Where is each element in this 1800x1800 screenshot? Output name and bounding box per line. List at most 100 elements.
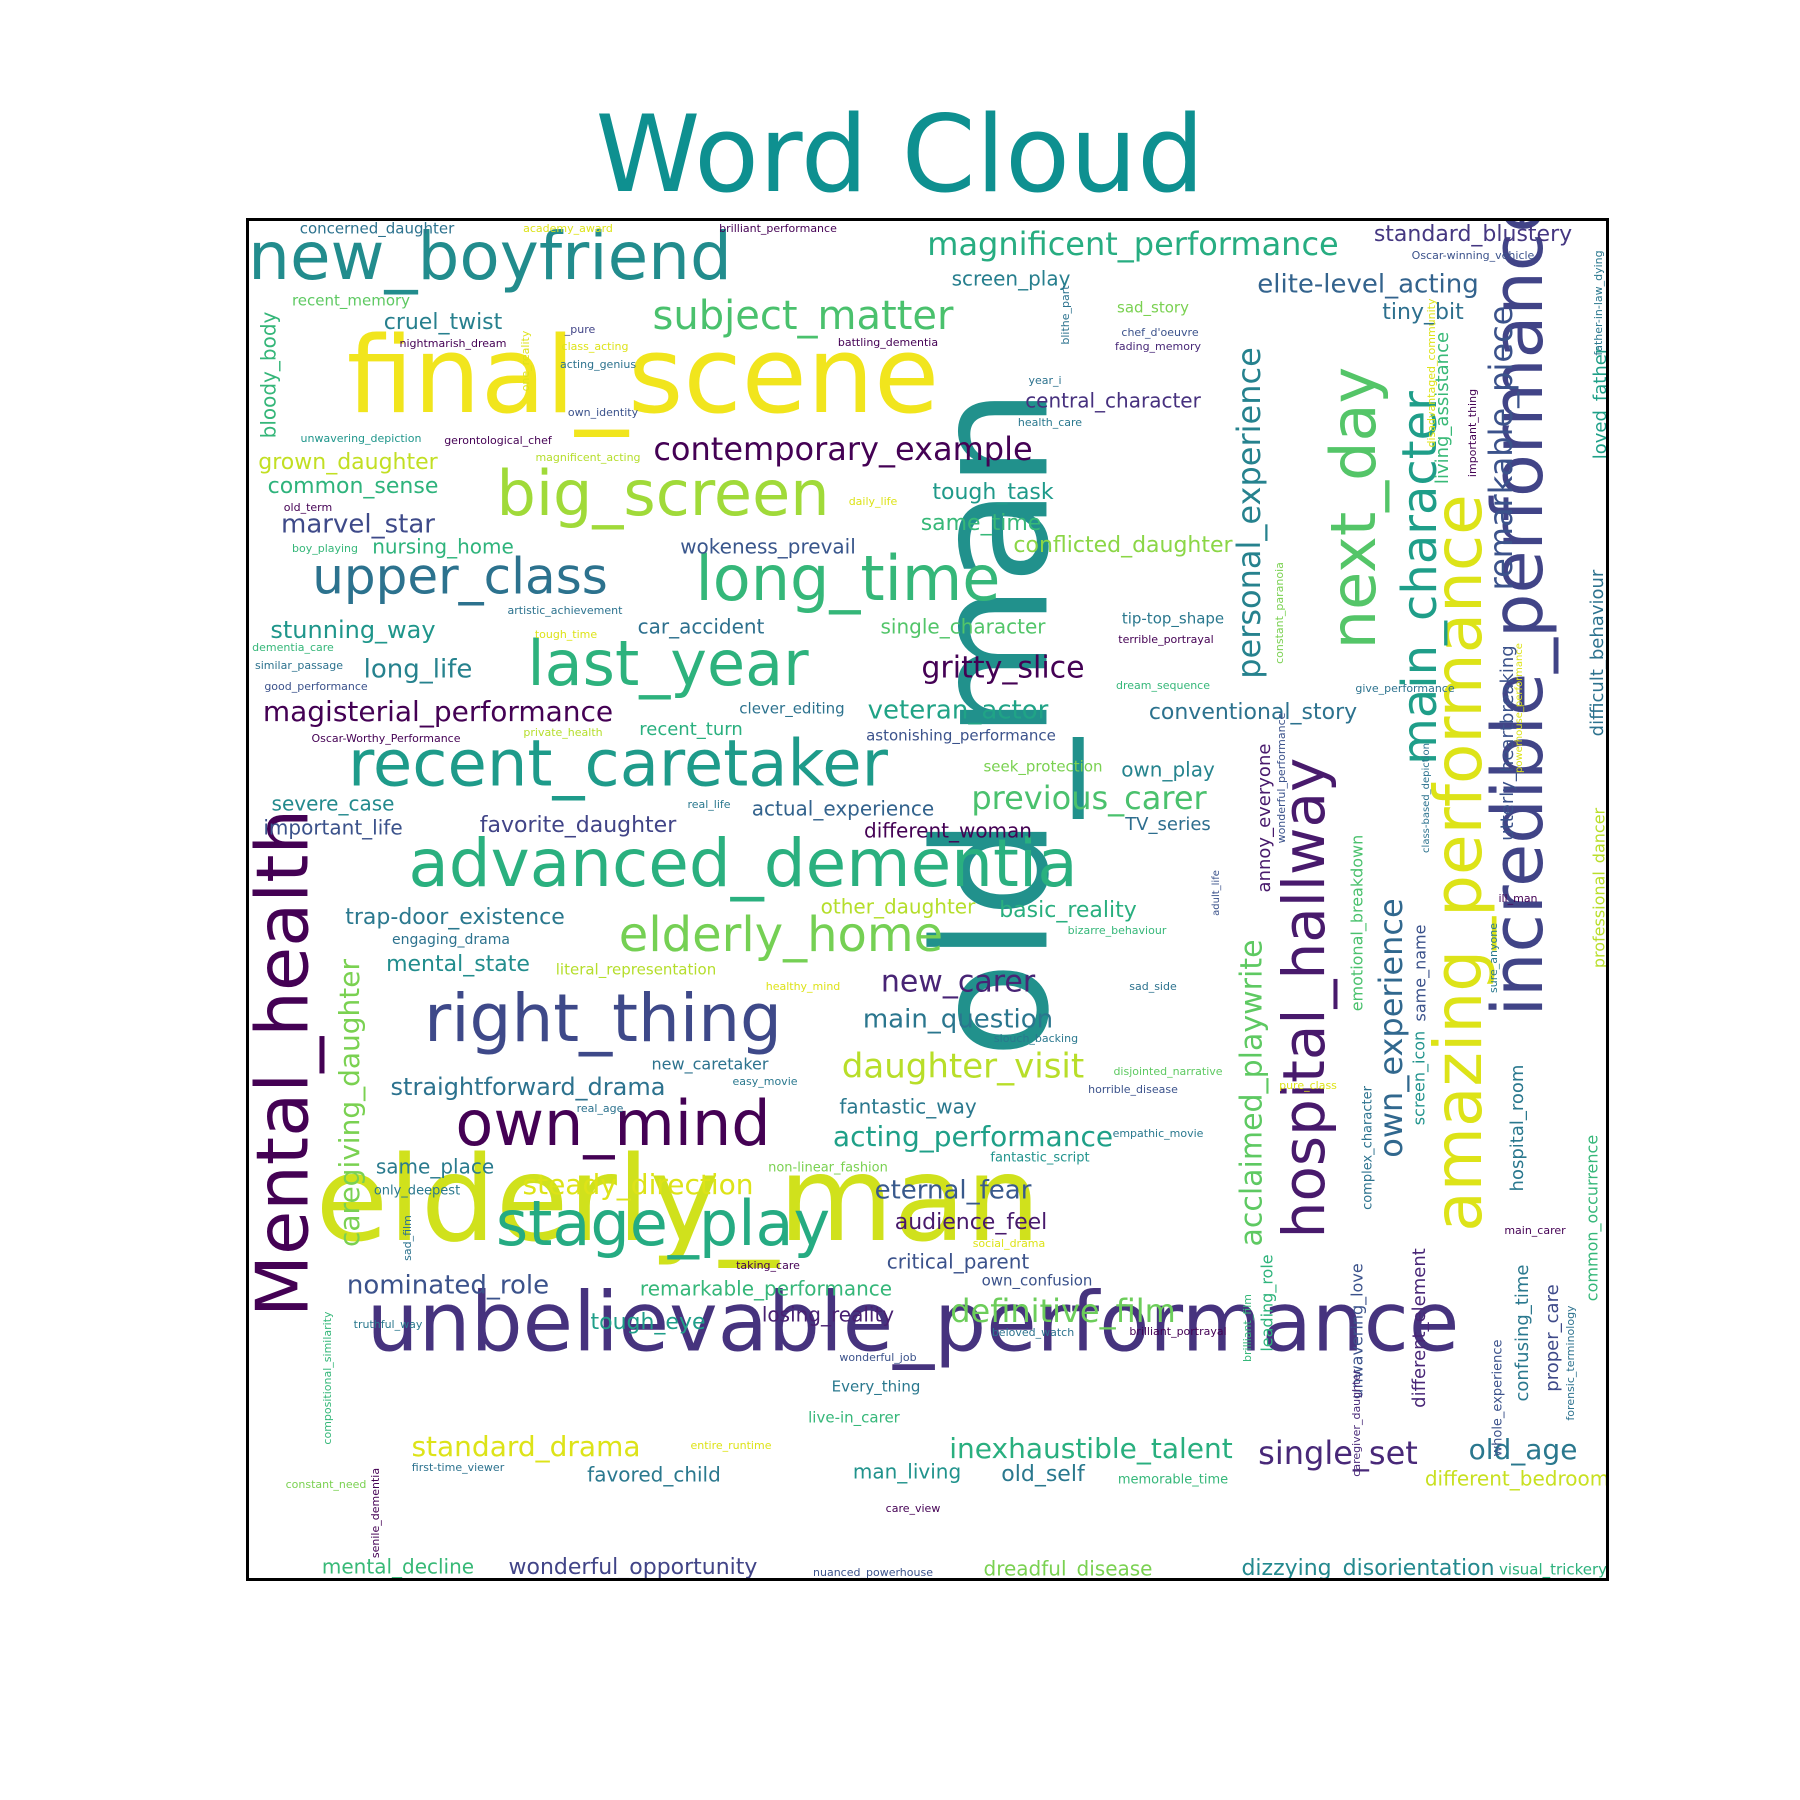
word-hospital-room: hospital_room: [1507, 1065, 1528, 1192]
word-fantastic-way: fantastic_way: [839, 1095, 976, 1119]
word-screen-icon: screen_icon: [1410, 1031, 1430, 1125]
word-stunning-way: stunning_way: [270, 616, 435, 644]
word-own-experience: own_experience: [1372, 898, 1410, 1157]
word-unwavering-love: unwavering_love: [1348, 1263, 1368, 1398]
word-trap-door-existence: trap-door_existence: [345, 905, 564, 930]
word-slouch-backing: slouch_backing: [994, 1032, 1078, 1045]
word-whole-experience: whole_experience: [1491, 1340, 1506, 1457]
word-pure-class: pure_class: [1279, 1079, 1337, 1092]
word-mental-state: mental_state: [386, 952, 530, 977]
word-old-self: old_self: [1001, 1462, 1086, 1487]
word-similar-passage: similar_passage: [255, 659, 343, 672]
word-old-man: old_man: [900, 388, 1084, 1059]
word-real-age: real_age: [577, 1102, 624, 1115]
word-mental-health: Mental_health: [249, 809, 325, 1317]
word-standard-drama: standard_drama: [411, 1430, 640, 1463]
word-cruel-twist: cruel_twist: [384, 310, 503, 335]
word-adult-life: adult_life: [1211, 870, 1222, 916]
word-upper-class: upper_class: [312, 548, 608, 606]
word-class-acting: class_acting: [562, 340, 629, 353]
word-concerned-daughter: concerned_daughter: [300, 221, 455, 239]
word-senile-dementia: senile_dementia: [369, 1468, 382, 1558]
word-constant-paranoia: constant_paranoia: [1273, 562, 1286, 664]
word-old-term: old_term: [284, 501, 332, 514]
word-important-thing: important_thing: [1466, 389, 1479, 477]
word-literal-representation: literal_representation: [556, 961, 716, 980]
word-care-view: care_view: [886, 1502, 941, 1515]
word-wonderful-performance: wonderful_performance: [1275, 712, 1288, 843]
word-dreadful-disease: dreadful_disease: [984, 1557, 1153, 1579]
word-other-daughter: other_daughter: [821, 895, 976, 919]
word-right-thing: right_thing: [424, 980, 782, 1057]
word-wonderful-job: wonderful_job: [839, 1351, 916, 1364]
word-main-question: main_question: [863, 1005, 1053, 1035]
word-actual-experience: actual_experience: [752, 797, 934, 821]
word-health-care: health_care: [1018, 416, 1082, 429]
word-bizarre-behaviour: bizarre_behaviour: [1068, 924, 1167, 937]
word-unbelievable-performance: unbelievable_performance: [367, 1275, 1460, 1370]
word-magnificent-performance: magnificent_performance: [927, 225, 1338, 263]
word-healthy-mind: healthy_mind: [766, 980, 841, 993]
word-same-place: same_place: [376, 1155, 494, 1179]
word-favorite-daughter: favorite_daughter: [480, 813, 677, 838]
word-acting-performance: acting_performance: [833, 1120, 1113, 1153]
word-cloud: old_man elderly_man final_scene unbelievabl…: [249, 221, 1606, 1578]
word-main-character: main_character: [1392, 391, 1448, 765]
word-elderly-home: elderly_home: [619, 907, 943, 963]
word-taking-care: taking_care: [736, 1259, 800, 1272]
word-emotional-breakdown: emotional_breakdown: [1348, 835, 1368, 1012]
word-oscar-winning-vehicle: Oscar-winning_vehicle: [1412, 249, 1535, 262]
word-favored-child: favored_child: [587, 1463, 721, 1487]
word-horrible-disease: horrible_disease: [1088, 1083, 1178, 1096]
word-man-living: man_living: [853, 1460, 961, 1484]
word-mental-decline: mental_decline: [322, 1555, 474, 1579]
word-constant-need: constant_need: [286, 1478, 367, 1491]
word-elderly-man: elderly_man: [315, 1130, 1040, 1268]
word-year-i: year_i: [1028, 374, 1061, 387]
word-visual-trickery: visual_trickery: [1499, 1561, 1606, 1579]
word-old-age: old_age: [1469, 1433, 1578, 1466]
word-dementia-care: dementia_care: [252, 641, 334, 654]
word-beloved-watch: beloved_watch: [992, 1326, 1074, 1339]
word-remarkable-piece: remarkable_piece: [1482, 306, 1520, 591]
word-common-sense: common_sense: [268, 474, 439, 499]
word-boy-playing: boy_playing: [292, 542, 358, 555]
chart-title: Word Cloud: [595, 93, 1205, 216]
word-next-day: next_day: [1317, 367, 1390, 649]
word-disjointed-narrative: disjointed_narrative: [1113, 1065, 1222, 1078]
word-sure-anyone: sure_anyone: [1487, 923, 1500, 993]
word-utterly-heartbreaking: utterly_heartbreaking: [1497, 645, 1518, 840]
word-fantastic-script: fantastic_script: [990, 1151, 1089, 1166]
word-ill-man: ill_man: [1498, 892, 1537, 905]
word-powerhouse-performance: powerhouse_performance: [1514, 643, 1525, 773]
word-nominated-role: nominated_role: [347, 1271, 549, 1301]
word-every-thing: Every_thing: [832, 1378, 921, 1397]
word-artistic-achievement: artistic_achievement: [508, 604, 624, 617]
word-blithe-part: blithe_part: [1059, 285, 1072, 345]
word-long-time: long_time: [696, 542, 1001, 615]
word-disadvantaged-community: disadvantaged_community: [1425, 298, 1438, 448]
word-tough-eye: tough_eye: [590, 1310, 705, 1335]
word-marvel-star: marvel_star: [281, 510, 435, 540]
word-magisterial-performance: magisterial_performance: [263, 695, 613, 728]
word-social-drama: social_drama: [973, 1237, 1046, 1250]
word-memorable-time: memorable_time: [1118, 1473, 1228, 1488]
word-daily-life: daily_life: [849, 495, 898, 508]
word-confusing-time: confusing_time: [1512, 1265, 1533, 1402]
word-astonishing-performance: astonishing_performance: [866, 727, 1056, 746]
word-inexhaustible-talent: inexhaustible_talent: [949, 1432, 1232, 1465]
word-fading-memory: fading_memory: [1115, 340, 1202, 353]
word-different-element: different_element: [1409, 1248, 1430, 1408]
word-unwavering-depiction: unwavering_depiction: [301, 432, 422, 445]
word-class-based-depiction: class-based_depiction: [1421, 743, 1432, 853]
word-wokeness-prevail: wokeness_prevail: [680, 535, 856, 559]
word-father-in-law-dying: father-in-law_dying: [1592, 250, 1605, 355]
word-recent-caretaker: recent_caretaker: [348, 728, 889, 802]
word-loved-father: loved_father: [1590, 346, 1606, 459]
word-cloud-frame: old_man elderly_man final_scene unbelievabl…: [246, 218, 1609, 1581]
word-real-life: real_life: [687, 798, 730, 811]
word-easy-movie: easy_movie: [732, 1075, 797, 1088]
word-compositional-similarity: compositional_similarity: [321, 1311, 334, 1445]
word-dream-sequence: dream_sequence: [1116, 679, 1210, 692]
word-nursing-home: nursing_home: [372, 535, 514, 559]
